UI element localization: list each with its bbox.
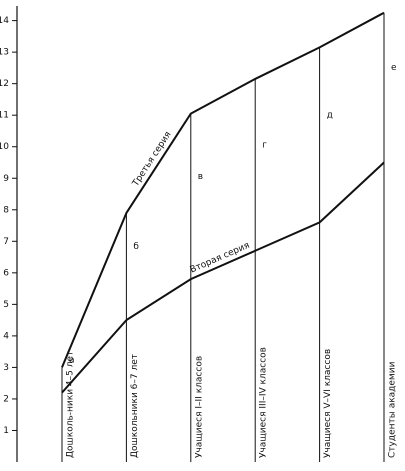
y-tick-label: 5	[3, 300, 9, 310]
y-tick-label: 3	[3, 363, 9, 373]
x-tick-label: Дошколь-ники 4–5 лет	[66, 351, 76, 458]
series-line	[61, 11, 385, 368]
y-tick-label: 13	[0, 48, 9, 58]
point-letter: б	[133, 242, 139, 252]
y-tick-label: 2	[3, 394, 9, 404]
point-letter: а	[69, 356, 75, 366]
series-label: Вторая серия	[189, 241, 251, 276]
y-tick-label: 7	[3, 237, 9, 247]
y-tick-label: 12	[0, 79, 9, 89]
x-tick-label: Студенты академии	[388, 361, 398, 458]
x-tick-label: Учащиеся III–IV классов	[259, 347, 269, 458]
y-tick-label: 10	[0, 142, 9, 152]
y-tick-label: 1	[3, 426, 9, 436]
point-letter: г	[262, 140, 267, 150]
y-tick-label: 4	[3, 331, 9, 341]
point-letter: в	[198, 172, 203, 182]
y-tick-label: 9	[3, 174, 9, 184]
y-tick-label: 11	[0, 111, 9, 121]
x-tick-label: Учащиеся V–VI классов	[323, 349, 333, 458]
point-letter: е	[391, 63, 397, 73]
series-label: Третья серия	[130, 130, 173, 189]
y-tick-label: 14	[0, 16, 9, 26]
y-tick-label: 6	[3, 268, 9, 278]
x-tick-label: Дошкольники 6–7 лет	[130, 354, 140, 458]
y-tick-label: 8	[3, 205, 9, 215]
series-line	[61, 161, 385, 394]
x-tick-label: Учащиеся I–II классов	[194, 356, 204, 458]
point-letter: д	[327, 110, 333, 120]
